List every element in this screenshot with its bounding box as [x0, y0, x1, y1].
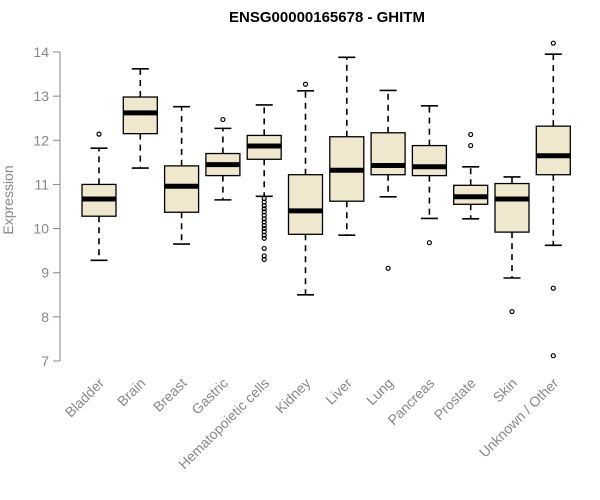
outlier-point: [468, 142, 474, 149]
y-tick-label: 10: [33, 221, 49, 237]
outlier-point: [550, 40, 556, 46]
y-tick-label: 7: [41, 353, 49, 369]
outlier-point: [302, 81, 309, 87]
y-tick-label: 12: [33, 132, 49, 148]
box-lung: [370, 89, 406, 271]
y-tick-label: 11: [34, 176, 49, 192]
iqr-box: [411, 144, 448, 177]
outlier-point: [426, 240, 432, 246]
box-pancreas: [411, 105, 448, 246]
iqr-box: [287, 174, 324, 235]
outlier-point: [468, 131, 474, 138]
x-tick-label: Liver: [322, 375, 355, 408]
box-hematopoietic-cells: [246, 104, 282, 263]
x-tick-label: Bladder: [62, 375, 108, 421]
outlier-point: [509, 308, 515, 315]
boxes-group: [81, 40, 571, 359]
outlier-point: [261, 222, 267, 229]
outlier-point: [261, 203, 267, 209]
outlier-point: [385, 265, 391, 271]
box-liver: [329, 56, 365, 236]
outlier-point: [220, 116, 226, 123]
outlier-point: [261, 206, 267, 212]
y-tick-label: 8: [41, 309, 49, 325]
x-tick-label: Breast: [150, 375, 190, 415]
box-prostate: [453, 131, 489, 220]
box-gastric: [205, 116, 241, 201]
box-kidney: [287, 81, 324, 296]
x-tick-label: Kidney: [272, 375, 314, 417]
x-tick-label: Prostate: [431, 375, 479, 423]
chart-title: ENSG00000165678 - GHITM: [229, 9, 425, 26]
box-bladder: [81, 131, 117, 262]
box-brain: [122, 67, 158, 169]
box-breast: [163, 105, 200, 245]
y-tick-label: 14: [33, 44, 49, 60]
outlier-point: [550, 353, 556, 359]
x-tick-label: Skin: [490, 375, 521, 406]
x-tick-label: Lung: [363, 375, 396, 408]
outlier-point: [550, 285, 556, 291]
outlier-point: [261, 225, 267, 232]
y-axis: 7 8 9 10 11 12 13 14: [33, 44, 61, 369]
outlier-point: [96, 131, 102, 137]
outlier-point: [261, 256, 267, 263]
outlier-point: [261, 232, 267, 238]
y-tick-label: 13: [33, 88, 49, 104]
y-axis-label: Expression: [0, 165, 16, 234]
outlier-point: [261, 216, 267, 222]
iqr-box: [494, 182, 530, 233]
iqr-box: [163, 165, 200, 213]
box-unknown-other: [535, 40, 571, 359]
x-tick-label: Brain: [114, 375, 148, 409]
iqr-box: [535, 125, 571, 176]
outlier-point: [261, 235, 267, 241]
y-tick-label: 9: [41, 265, 49, 281]
box-skin: [494, 176, 530, 315]
outlier-point: [261, 245, 267, 252]
iqr-box: [370, 132, 406, 176]
